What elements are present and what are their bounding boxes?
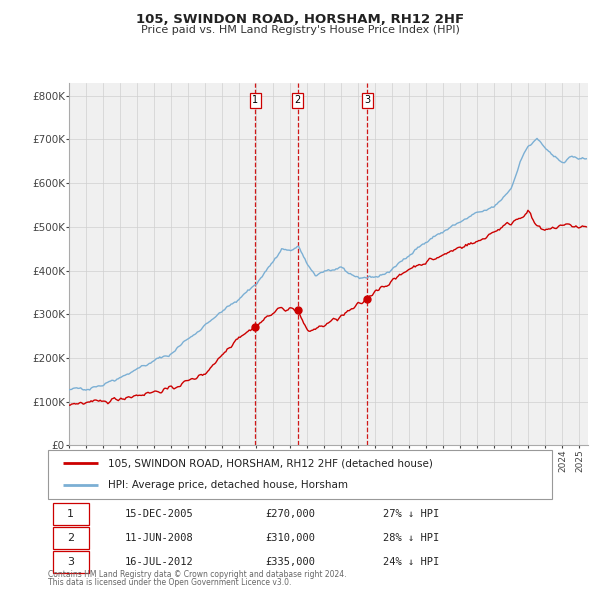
Text: Contains HM Land Registry data © Crown copyright and database right 2024.: Contains HM Land Registry data © Crown c… xyxy=(48,571,347,579)
Text: £335,000: £335,000 xyxy=(265,557,315,567)
Text: 105, SWINDON ROAD, HORSHAM, RH12 2HF: 105, SWINDON ROAD, HORSHAM, RH12 2HF xyxy=(136,13,464,26)
Text: 28% ↓ HPI: 28% ↓ HPI xyxy=(383,533,439,543)
Text: HPI: Average price, detached house, Horsham: HPI: Average price, detached house, Hors… xyxy=(109,480,349,490)
FancyBboxPatch shape xyxy=(53,527,89,549)
Text: 11-JUN-2008: 11-JUN-2008 xyxy=(125,533,193,543)
FancyBboxPatch shape xyxy=(53,550,89,573)
Text: 24% ↓ HPI: 24% ↓ HPI xyxy=(383,557,439,567)
Text: 16-JUL-2012: 16-JUL-2012 xyxy=(125,557,193,567)
Text: This data is licensed under the Open Government Licence v3.0.: This data is licensed under the Open Gov… xyxy=(48,578,292,587)
Text: £270,000: £270,000 xyxy=(265,509,315,519)
Text: Price paid vs. HM Land Registry's House Price Index (HPI): Price paid vs. HM Land Registry's House … xyxy=(140,25,460,35)
Text: 2: 2 xyxy=(295,95,301,105)
Text: 1: 1 xyxy=(67,509,74,519)
Text: 3: 3 xyxy=(67,557,74,567)
Text: 105, SWINDON ROAD, HORSHAM, RH12 2HF (detached house): 105, SWINDON ROAD, HORSHAM, RH12 2HF (de… xyxy=(109,458,433,468)
Text: £310,000: £310,000 xyxy=(265,533,315,543)
Text: 1: 1 xyxy=(253,95,259,105)
Text: 15-DEC-2005: 15-DEC-2005 xyxy=(125,509,193,519)
Text: 27% ↓ HPI: 27% ↓ HPI xyxy=(383,509,439,519)
Text: 3: 3 xyxy=(364,95,371,105)
Text: 2: 2 xyxy=(67,533,74,543)
FancyBboxPatch shape xyxy=(53,503,89,526)
FancyBboxPatch shape xyxy=(48,450,552,499)
